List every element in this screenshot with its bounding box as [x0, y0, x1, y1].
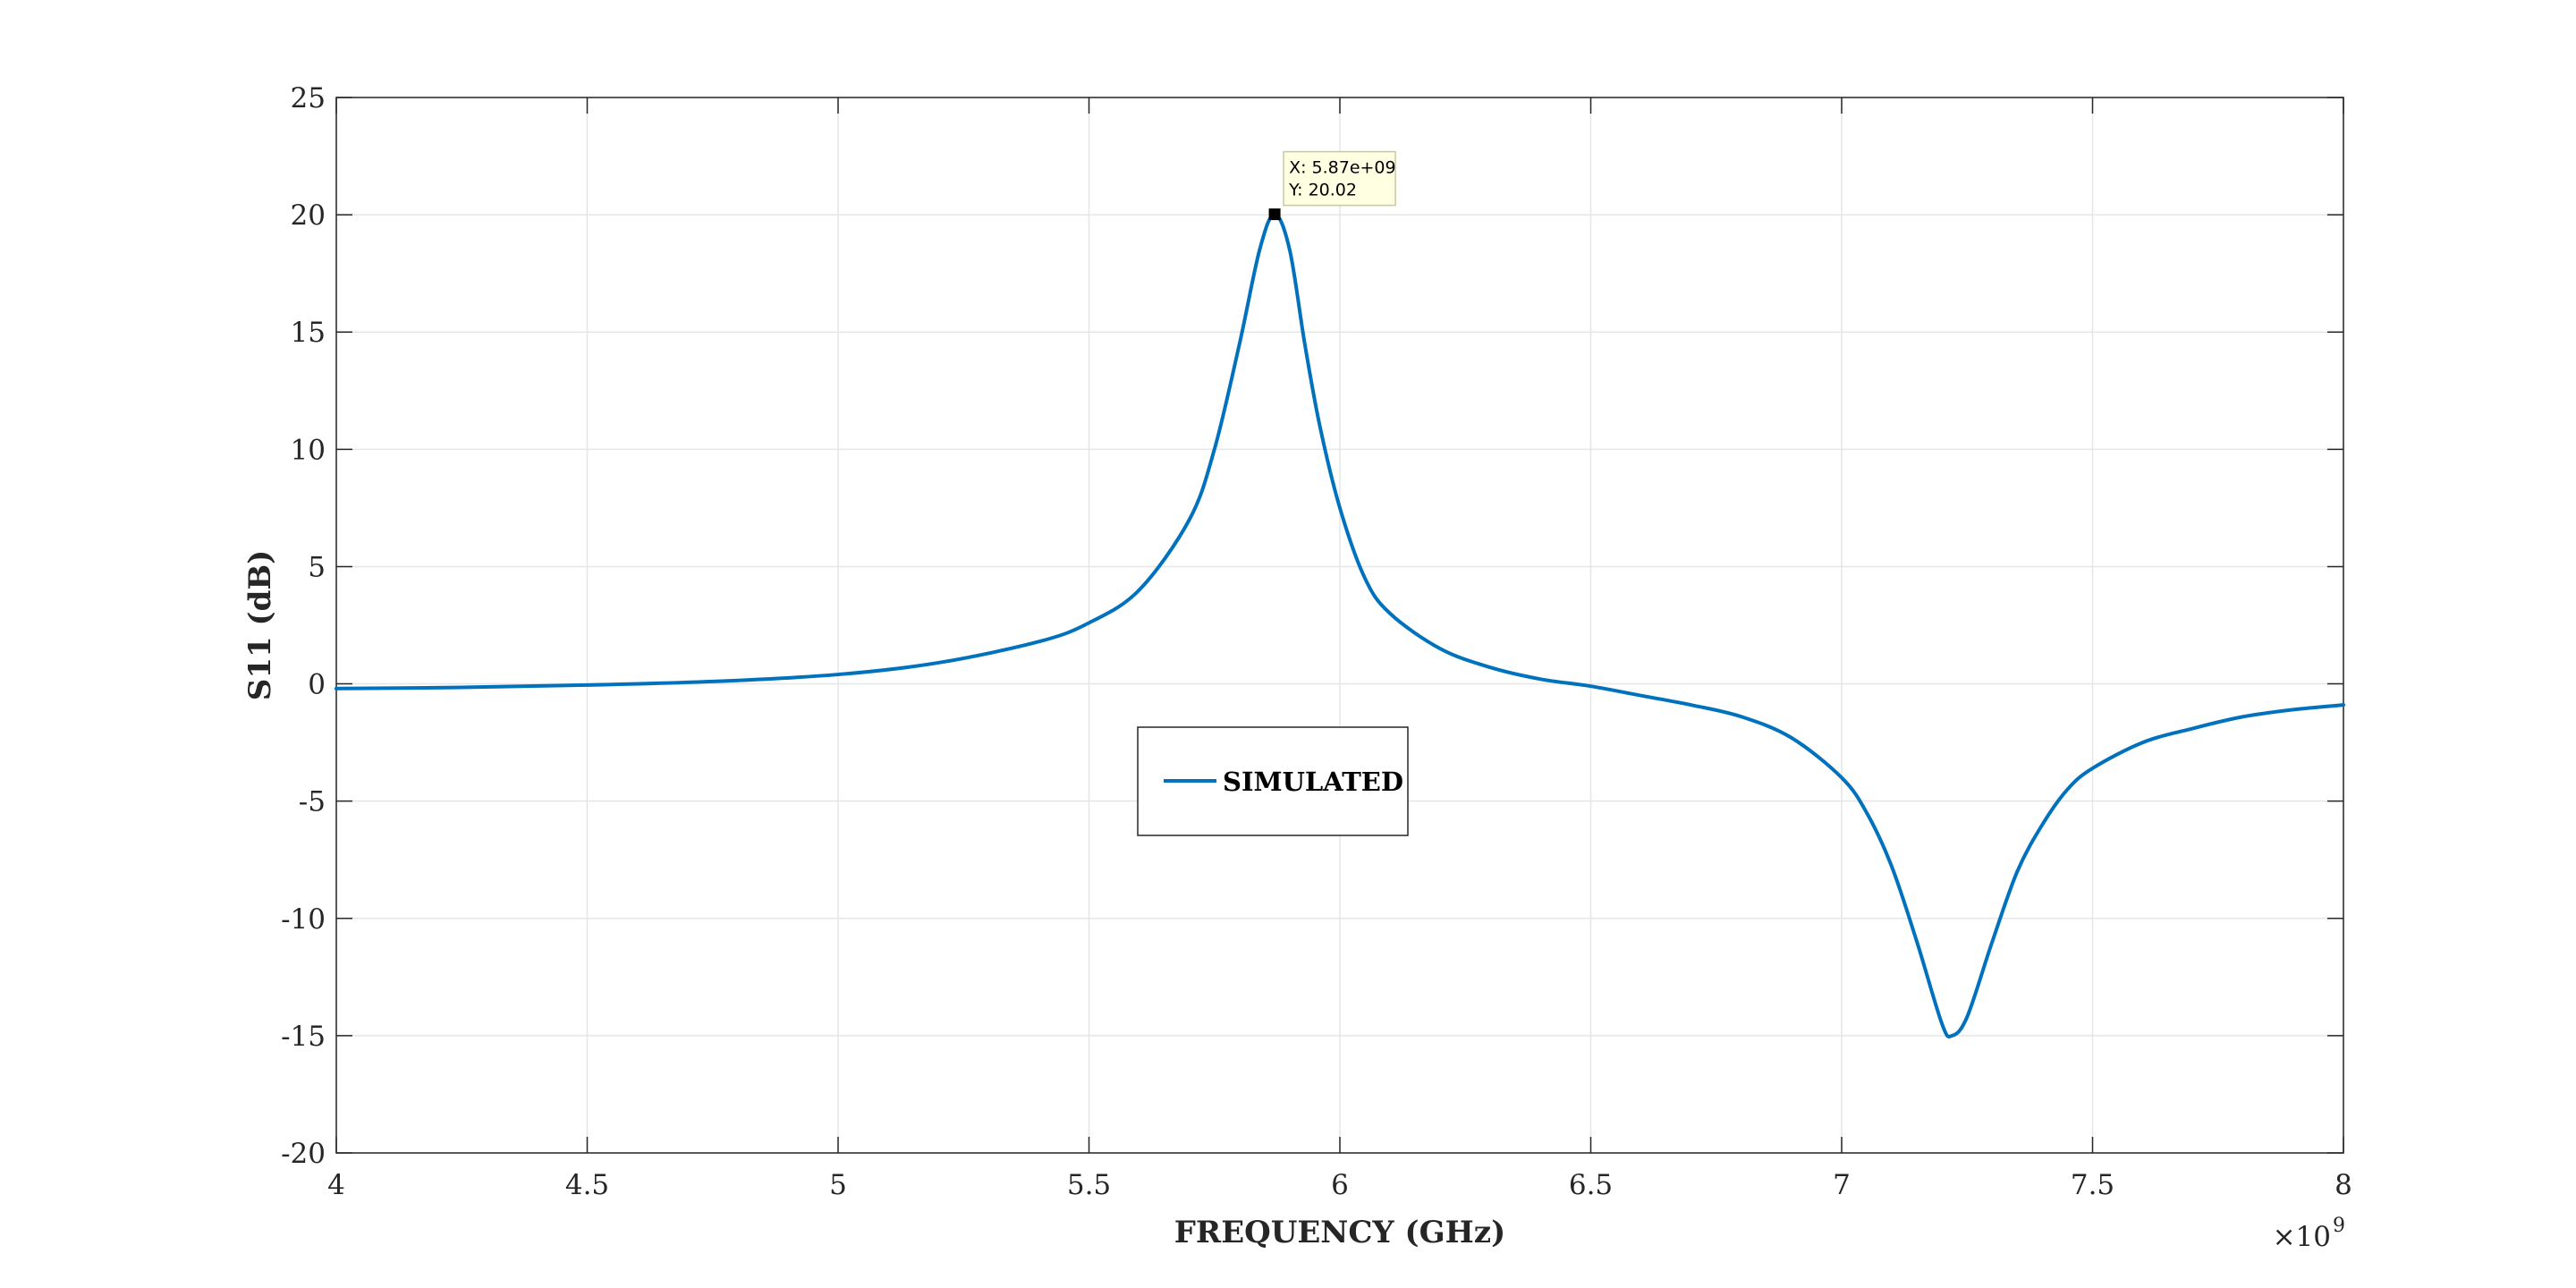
- y-tick-label: 20: [291, 199, 326, 232]
- x-tick-label: 7: [1833, 1169, 1851, 1201]
- axis-ticks: [335, 97, 2344, 1154]
- series-line-simulated: [335, 212, 2345, 1038]
- data-tip-x-value: X: 5.87e+09: [1289, 158, 1396, 178]
- y-tick-label: 10: [291, 434, 326, 466]
- legend-label-simulated: SIMULATED: [1223, 767, 1403, 797]
- y-tick-label: 0: [308, 669, 326, 701]
- y-tick-label: -15: [281, 1021, 326, 1053]
- data-tip-y-value: Y: 20.02: [1288, 181, 1357, 200]
- y-tick-label: 15: [291, 317, 326, 349]
- y-tick-label: 25: [291, 82, 326, 114]
- x-exponent-power: 9: [2333, 1215, 2345, 1237]
- y-axis-label: S11 (dB): [242, 550, 278, 700]
- x-tick-label: 6: [1331, 1169, 1349, 1201]
- x-tick-label: 8: [2334, 1169, 2352, 1201]
- legend[interactable]: SIMULATED: [1137, 726, 1409, 836]
- x-axis-label: FREQUENCY (GHz): [1174, 1215, 1505, 1250]
- x-tick-label: 4: [327, 1169, 345, 1201]
- x-tick-label: 5: [829, 1169, 847, 1201]
- x-tick-labels: 4 4.5 5 5.5 6 6.5 7 7.5 8: [327, 1169, 2352, 1201]
- y-tick-label: 5: [308, 551, 326, 583]
- x-tick-label: 5.5: [1067, 1169, 1111, 1201]
- x-exponent-base: ×10: [2273, 1221, 2331, 1253]
- y-tick-label: -5: [299, 786, 326, 818]
- y-tick-label: -20: [281, 1138, 326, 1170]
- y-tick-label: -10: [281, 903, 326, 936]
- data-tip[interactable]: X: 5.87e+09 Y: 20.02: [1268, 150, 1396, 221]
- data-tip-marker: [1268, 208, 1281, 221]
- y-tick-labels: -20 -15 -10 -5 0 5 10 15 20 25: [281, 82, 326, 1170]
- x-tick-label: 4.5: [565, 1169, 609, 1201]
- x-tick-label: 7.5: [2071, 1169, 2114, 1201]
- data-tip-box: [1283, 150, 1396, 207]
- grid-lines: [335, 97, 2344, 1154]
- x-tick-label: 6.5: [1569, 1169, 1613, 1201]
- x-axis-exponent: ×10 9: [2273, 1215, 2345, 1253]
